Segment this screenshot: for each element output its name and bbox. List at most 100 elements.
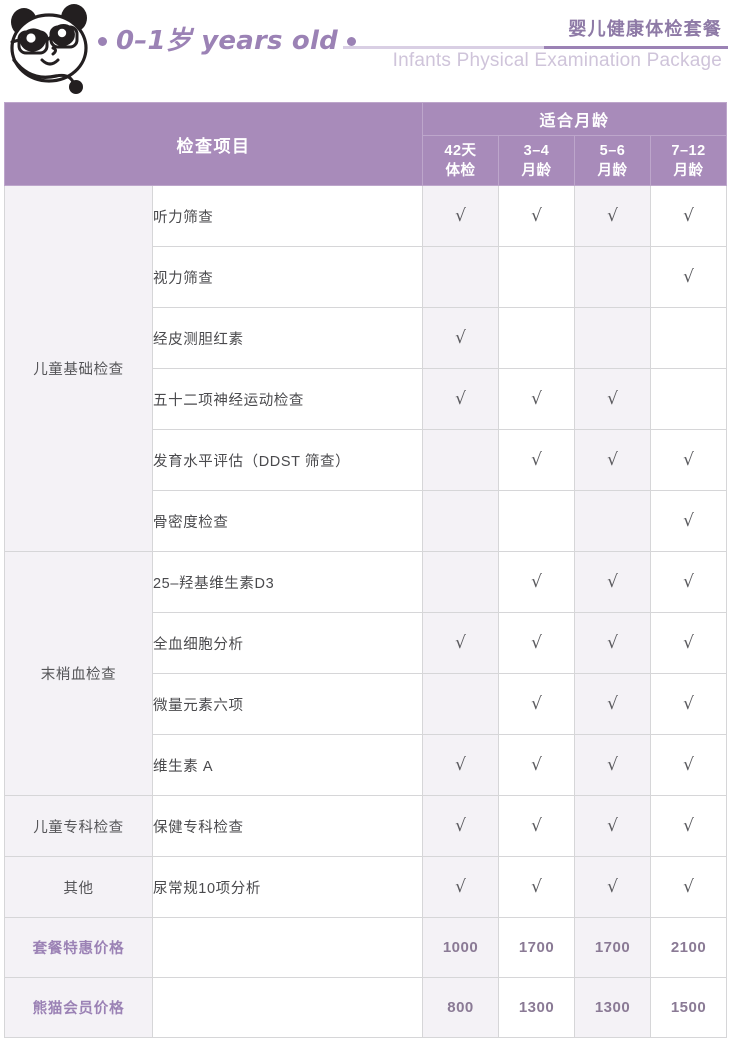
category-cell: 儿童专科检查: [4, 795, 153, 857]
header-exam-item: 检查项目: [4, 102, 423, 186]
exam-item-cell: 发育水平评估（DDST 筛查）: [152, 429, 423, 491]
check-mark-icon: √: [574, 368, 651, 430]
check-mark-icon: √: [498, 429, 575, 491]
category-cell: 其他: [4, 856, 153, 918]
check-mark-icon: √: [498, 673, 575, 735]
header-age-group: 适合月龄: [421, 102, 728, 136]
check-mark-icon: √: [574, 551, 651, 613]
package-title-en: Infants Physical Examination Package: [392, 50, 722, 71]
table-row: 经皮测胆红素 √: [5, 307, 728, 369]
header-age-col-1-line2: 体检: [445, 162, 476, 179]
check-mark-icon: √: [649, 551, 728, 613]
package-title-block: 婴儿健康体检套餐 Infants Physical Examination Pa…: [393, 14, 722, 78]
check-mark-icon: √: [574, 612, 651, 674]
check-mark-icon: √: [498, 795, 575, 857]
table-row: 发育水平评估（DDST 筛查） √ √ √: [5, 429, 728, 491]
table-row: 末梢血检查 25–羟基维生素D3 √ √ √: [4, 551, 728, 796]
table-row: 维生素 A √ √ √ √: [5, 734, 728, 796]
check-mark-icon: √: [649, 673, 728, 735]
price-row: 熊猫会员价格 800 1300 1300 1500: [4, 977, 728, 1038]
header-age-col-1: 42天 体检: [422, 135, 499, 186]
check-mark-icon: √: [574, 185, 651, 247]
exam-item-cell: 视力筛查: [152, 246, 423, 308]
table-row: 儿童基础检查 听力筛查 √ √ √ √: [4, 185, 728, 552]
check-mark-icon: √: [498, 551, 575, 613]
check-mark-icon: √: [649, 795, 728, 857]
table-body: 儿童基础检查 听力筛查 √ √ √ √ 视力筛查 √ 经皮测胆红素 √ 五十二项神经运动检查 √ √ √ 发…: [4, 185, 728, 1038]
check-mark-icon: √: [422, 856, 499, 918]
header-age-col-4-line1: 7–12: [671, 142, 706, 159]
empty-cell: [574, 307, 651, 369]
exam-item-cell: 维生素 A: [152, 734, 423, 796]
empty-cell: [422, 490, 499, 552]
price-value-cell: 1700: [574, 917, 651, 978]
empty-cell: [498, 490, 575, 552]
check-mark-icon: √: [498, 734, 575, 796]
price-value-cell: 1300: [574, 977, 651, 1038]
price-blank-cell: [152, 917, 423, 978]
check-mark-icon: √: [649, 734, 728, 796]
empty-cell: [649, 307, 728, 369]
table-row: 视力筛查 √: [5, 246, 728, 308]
price-value-cell: 2100: [649, 917, 728, 978]
header-age-col-2-line2: 月龄: [521, 162, 552, 179]
price-value-cell: 1700: [498, 917, 575, 978]
price-value-cell: 1300: [498, 977, 575, 1038]
exam-item-cell: 微量元素六项: [152, 673, 423, 735]
price-value-cell: 1500: [649, 977, 728, 1038]
exam-item-cell: 尿常规10项分析: [152, 856, 423, 918]
package-title-cn: 婴儿健康体检套餐: [568, 19, 722, 39]
check-mark-icon: √: [422, 734, 499, 796]
bullet-dot-right-icon: [346, 36, 356, 46]
check-mark-icon: √: [649, 185, 728, 247]
header-age-col-2: 3–4 月龄: [498, 135, 575, 186]
check-mark-icon: √: [574, 673, 651, 735]
check-mark-icon: √: [649, 490, 728, 552]
empty-cell: [649, 368, 728, 430]
header-age-col-2-line1: 3–4: [523, 142, 550, 159]
empty-cell: [422, 673, 499, 735]
category-cell: 儿童基础检查: [4, 185, 153, 552]
header-age-col-3: 5–6 月龄: [574, 135, 651, 186]
check-mark-icon: √: [422, 368, 499, 430]
check-mark-icon: √: [574, 734, 651, 796]
check-mark-icon: √: [498, 612, 575, 674]
exam-item-cell: 25–羟基维生素D3: [152, 551, 423, 613]
table-row: 微量元素六项 √ √ √: [5, 673, 728, 735]
empty-cell: [498, 246, 575, 308]
price-label-cell: 套餐特惠价格: [4, 917, 153, 978]
age-range-title: 0–1岁 years old: [98, 28, 356, 54]
check-mark-icon: √: [498, 856, 575, 918]
check-mark-icon: √: [498, 368, 575, 430]
table-row: 全血细胞分析 √ √ √ √: [5, 612, 728, 674]
panda-doctor-logo: [6, 4, 102, 96]
category-cell: 末梢血检查: [4, 551, 153, 796]
empty-cell: [574, 490, 651, 552]
package-table-container: 检查项目 适合月龄 42天 体检 3–4 月龄 5–6 月龄 7–12: [4, 102, 728, 1038]
empty-cell: [422, 551, 499, 613]
check-mark-icon: √: [422, 185, 499, 247]
header-row-top: 检查项目 适合月龄: [4, 102, 728, 186]
header-age-col-1-line1: 42天: [444, 142, 477, 159]
check-mark-icon: √: [422, 795, 499, 857]
header-divider-light: [343, 46, 728, 49]
check-mark-icon: √: [574, 429, 651, 491]
empty-cell: [498, 307, 575, 369]
exam-item-cell: 听力筛查: [152, 185, 423, 247]
table-header: 检查项目 适合月龄 42天 体检 3–4 月龄 5–6 月龄 7–12: [4, 102, 728, 186]
header-age-col-4-line2: 月龄: [673, 162, 704, 179]
header-age-col-3-line1: 5–6: [599, 142, 626, 159]
check-mark-icon: √: [649, 429, 728, 491]
check-mark-icon: √: [574, 795, 651, 857]
exam-item-cell: 保健专科检查: [152, 795, 423, 857]
price-value-cell: 1000: [422, 917, 499, 978]
check-mark-icon: √: [649, 612, 728, 674]
table-row: 儿童专科检查 保健专科检查 √ √ √ √: [4, 795, 728, 857]
header-age-col-3-line2: 月龄: [597, 162, 628, 179]
table-row: 其他 尿常规10项分析 √ √ √ √: [4, 856, 728, 918]
price-blank-cell: [152, 977, 423, 1038]
empty-cell: [422, 429, 499, 491]
header-divider-accent: [544, 46, 728, 49]
exam-item-cell: 经皮测胆红素: [152, 307, 423, 369]
check-mark-icon: √: [574, 856, 651, 918]
